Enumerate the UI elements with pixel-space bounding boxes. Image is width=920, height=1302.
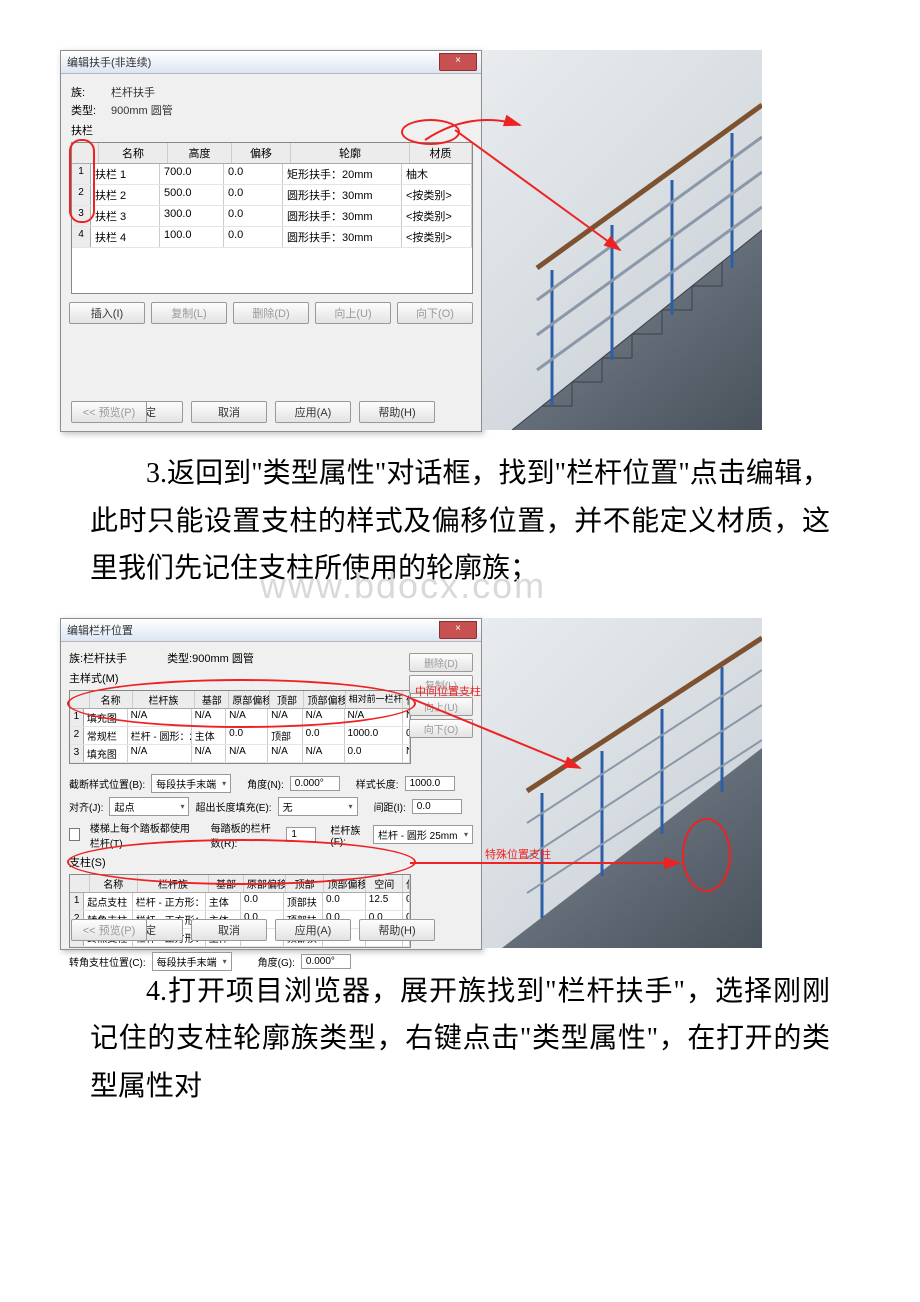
- family-label: 族:: [69, 653, 83, 665]
- paragraph-3: 3.返回到"类型属性"对话框，找到"栏杆位置"点击编辑，此时只能设置支柱的样式及…: [90, 450, 830, 593]
- preview-button[interactable]: << 预览(P): [71, 919, 147, 941]
- over-label: 超出长度填充(E):: [195, 799, 271, 814]
- break-label: 截断样式位置(B):: [69, 776, 145, 791]
- angle-label: 角度(N):: [247, 776, 284, 791]
- cancel-button[interactable]: 取消: [191, 401, 267, 423]
- preview-button[interactable]: << 预览(P): [71, 401, 147, 423]
- stairs-render: [482, 618, 762, 948]
- per-label: 每踏板的栏杆数(R):: [211, 820, 281, 850]
- fam-label: 栏杆族(F):: [330, 822, 367, 848]
- delete-button[interactable]: 删除(D): [233, 302, 309, 324]
- up-button[interactable]: 向上(U): [315, 302, 391, 324]
- down-button[interactable]: 向下(O): [397, 302, 473, 324]
- help-button[interactable]: 帮助(H): [359, 919, 435, 941]
- insert-button[interactable]: 插入(I): [69, 302, 145, 324]
- copy-button[interactable]: 复制(L): [151, 302, 227, 324]
- type-label: 类型:: [167, 653, 192, 665]
- table-row[interactable]: 2扶栏 2500.00.0圆形扶手：30mm<按类别>: [72, 185, 472, 206]
- align-label: 对齐(J):: [69, 799, 103, 814]
- type-value: 900mm 圆管: [192, 653, 254, 665]
- col-height[interactable]: 高度: [168, 143, 232, 163]
- table-row[interactable]: 1填充图N/AN/AN/AN/AN/AN/AN/A: [70, 709, 410, 727]
- fam-combo[interactable]: 栏杆 - 圆形 25mm: [373, 825, 473, 844]
- figure-1: 编辑扶手(非连续) × 族:栏杆扶手 类型:900mm 圆管 扶栏 名称 高度 …: [60, 50, 860, 430]
- help-button[interactable]: 帮助(H): [359, 401, 435, 423]
- copy-button[interactable]: 复制(L): [409, 675, 473, 694]
- side-buttons: 删除(D) 复制(L) 向上(U) 向下(O): [409, 653, 473, 738]
- align-combo[interactable]: 起点: [109, 797, 189, 816]
- titlebar: 编辑栏杆位置 ×: [61, 619, 481, 642]
- dialog-edit-handrail: 编辑扶手(非连续) × 族:栏杆扶手 类型:900mm 圆管 扶栏 名称 高度 …: [60, 50, 482, 432]
- rails-table: 名称 高度 偏移 轮廓 材质 1扶栏 1700.00.0矩形扶手：20mm柚木 …: [71, 142, 473, 294]
- delete-button[interactable]: 删除(D): [409, 653, 473, 672]
- dialog-title: 编辑扶手(非连续): [67, 54, 151, 70]
- section-label: 扶栏: [71, 122, 471, 138]
- table-row[interactable]: 1扶栏 1700.00.0矩形扶手：20mm柚木: [72, 164, 472, 185]
- stairs-render: [482, 50, 762, 430]
- family-value: 栏杆扶手: [111, 84, 155, 100]
- apply-button[interactable]: 应用(A): [275, 919, 351, 941]
- col-offset[interactable]: 偏移: [232, 143, 291, 163]
- tread-label: 楼梯上每个踏板都使用栏杆(T): [90, 820, 197, 850]
- table-row[interactable]: 2常规栏栏杆 - 圆形：2主体0.0顶部0.01000.00.0: [70, 727, 410, 745]
- type-label: 类型:: [71, 102, 111, 118]
- gap-value: 0.0: [412, 799, 462, 814]
- stairs-illustration: [482, 50, 762, 430]
- corner-ang-input[interactable]: 0.000°: [301, 954, 351, 969]
- per-input[interactable]: 1: [286, 827, 316, 842]
- tread-checkbox[interactable]: [69, 828, 80, 841]
- figure-2: 编辑栏杆位置 × 族:栏杆扶手 类型:900mm 圆管 主样式(M) 名称 栏杆…: [60, 618, 860, 948]
- paragraph-4: 4.打开项目浏览器，展开族找到"栏杆扶手"，选择刚刚记住的支柱轮廓族类型，右键点…: [90, 968, 830, 1111]
- family-value: 栏杆扶手: [83, 653, 127, 665]
- angle-input[interactable]: 0.000°: [290, 776, 340, 791]
- down-button[interactable]: 向下(O): [409, 719, 473, 738]
- close-button[interactable]: ×: [439, 53, 477, 71]
- apply-button[interactable]: 应用(A): [275, 401, 351, 423]
- style-len-label: 样式长度:: [356, 776, 399, 791]
- family-label: 族:: [71, 84, 111, 100]
- table-row[interactable]: 3扶栏 3300.00.0圆形扶手：30mm<按类别>: [72, 206, 472, 227]
- table-row[interactable]: 4扶栏 4100.00.0圆形扶手：30mm<按类别>: [72, 227, 472, 248]
- table-row[interactable]: 3填充图N/AN/AN/AN/AN/A0.0N/A: [70, 745, 410, 763]
- col-profile[interactable]: 轮廓: [291, 143, 410, 163]
- dialog-edit-baluster: 编辑栏杆位置 × 族:栏杆扶手 类型:900mm 圆管 主样式(M) 名称 栏杆…: [60, 618, 482, 950]
- type-value: 900mm 圆管: [111, 102, 173, 118]
- gap-label: 间距(I):: [374, 799, 406, 814]
- titlebar: 编辑扶手(非连续) ×: [61, 51, 481, 74]
- corner-ang-label: 角度(G):: [258, 954, 295, 969]
- col-name[interactable]: 名称: [99, 143, 168, 163]
- corner-combo[interactable]: 每段扶手末端: [152, 952, 232, 971]
- posts-label: 支柱(S): [69, 854, 473, 870]
- close-button[interactable]: ×: [439, 621, 477, 639]
- table-row[interactable]: 1起点支柱栏杆 - 正方形：2主体0.0顶部扶0.012.50.0: [70, 893, 410, 911]
- main-style-table: 名称 栏杆族 基部 原部偏移 顶部 顶部偏移 相对前一栏杆的距离 偏移 1填充图…: [69, 690, 411, 764]
- col-material[interactable]: 材质: [410, 143, 472, 163]
- style-len-value: 1000.0: [405, 776, 455, 791]
- corner-label: 转角支柱位置(C):: [69, 954, 146, 969]
- break-combo[interactable]: 每段扶手末端: [151, 774, 231, 793]
- over-combo[interactable]: 无: [278, 797, 358, 816]
- dialog-title: 编辑栏杆位置: [67, 622, 133, 638]
- cancel-button[interactable]: 取消: [191, 919, 267, 941]
- up-button[interactable]: 向上(U): [409, 697, 473, 716]
